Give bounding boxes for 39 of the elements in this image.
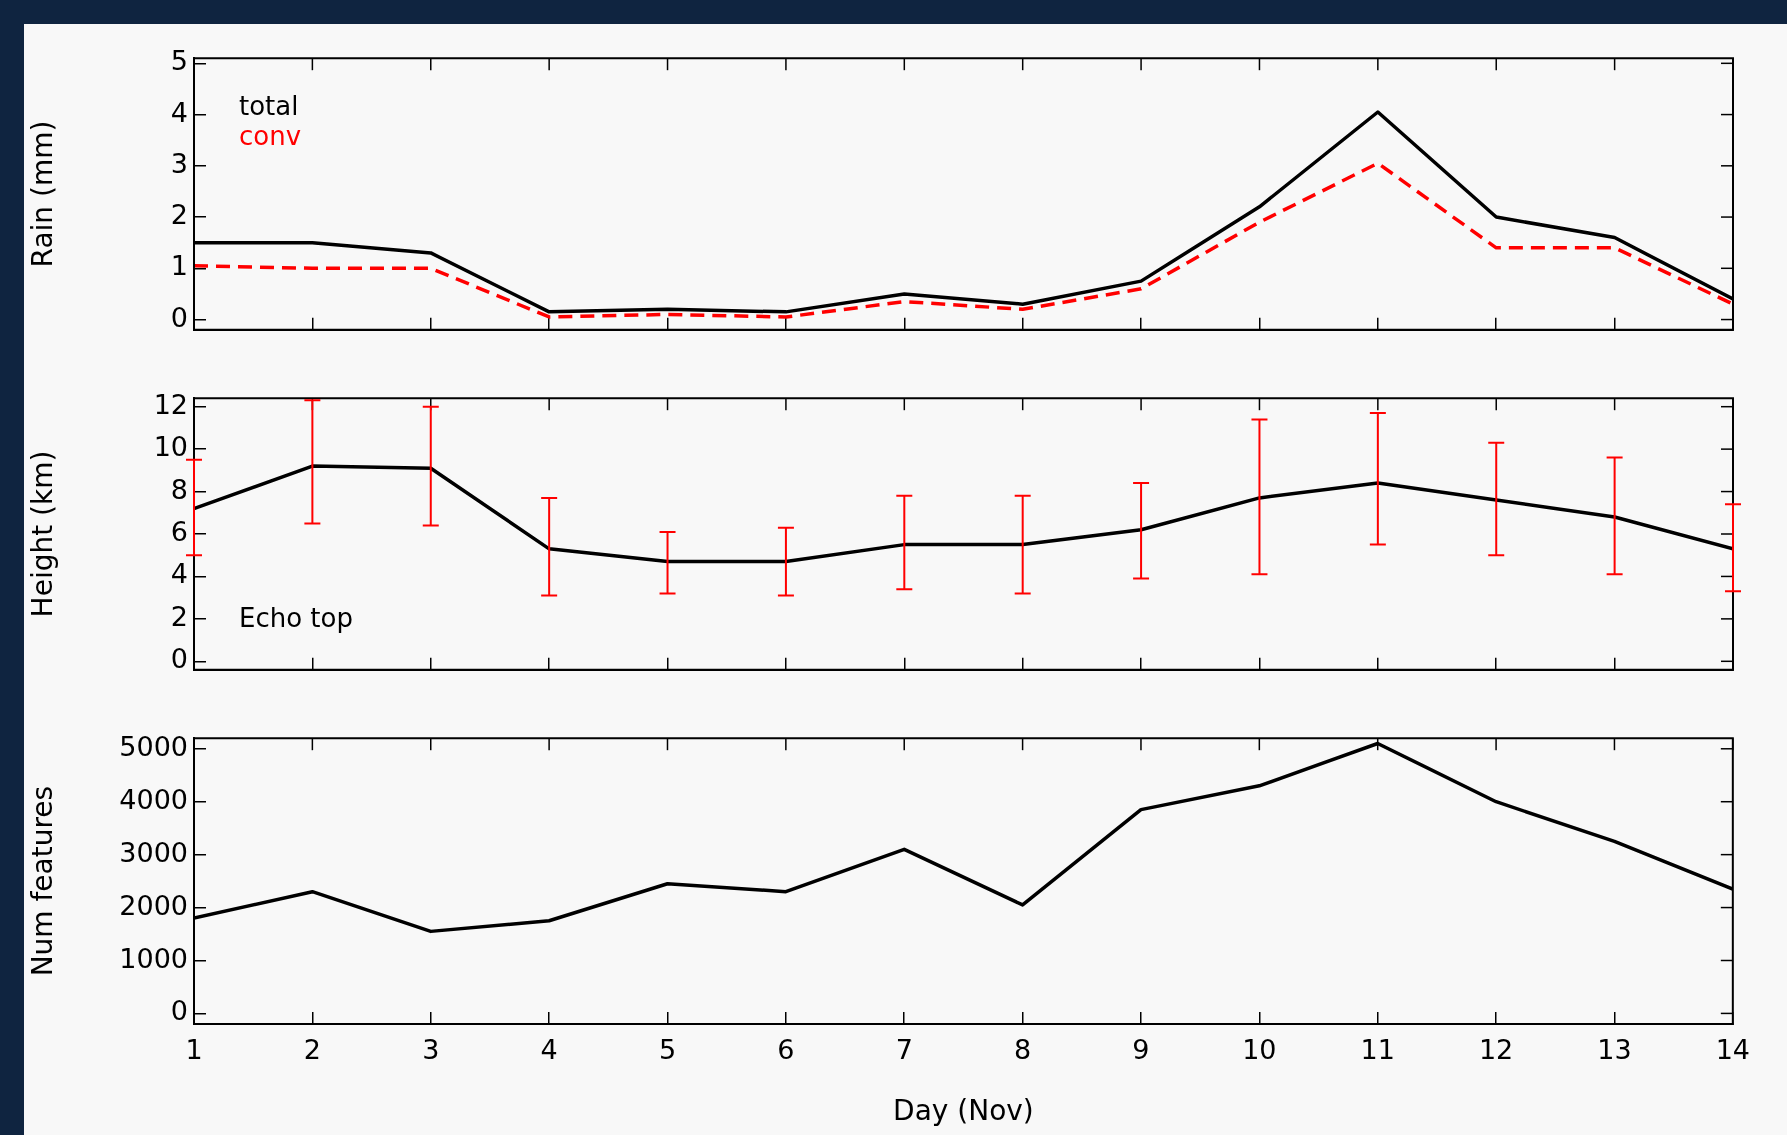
x-tick-label: 11 bbox=[1360, 1034, 1395, 1066]
x-tick-label: 10 bbox=[1242, 1034, 1277, 1066]
y-tick-label: 3000 bbox=[119, 836, 188, 868]
legend-label: total bbox=[239, 90, 299, 121]
x-tick-label: 4 bbox=[540, 1034, 558, 1066]
y-axis-title: Height (km) bbox=[26, 450, 60, 618]
y-tick-label: 2 bbox=[170, 199, 188, 231]
x-axis-title: Day (Nov) bbox=[893, 1094, 1034, 1128]
y-tick-label: 8 bbox=[170, 473, 188, 505]
y-tick-label: 1 bbox=[170, 250, 188, 282]
x-tick-label: 14 bbox=[1715, 1034, 1750, 1066]
x-tick-label: 8 bbox=[1014, 1034, 1032, 1066]
x-tick-label: 2 bbox=[303, 1034, 321, 1066]
y-tick-label: 4 bbox=[170, 558, 188, 590]
y-tick-label: 2000 bbox=[119, 889, 188, 921]
y-tick-label: 2 bbox=[170, 600, 188, 632]
y-tick-label: 10 bbox=[153, 431, 188, 463]
x-tick-label: 9 bbox=[1132, 1034, 1150, 1066]
x-tick-label: 7 bbox=[895, 1034, 913, 1066]
y-tick-label: 3 bbox=[170, 147, 188, 179]
y-tick-label: 0 bbox=[170, 995, 188, 1027]
y-tick-label: 1000 bbox=[119, 942, 188, 974]
y-tick-label: 4000 bbox=[119, 783, 188, 815]
text: conv bbox=[239, 120, 302, 151]
y-tick-label: 12 bbox=[153, 388, 188, 420]
x-tick-label: 6 bbox=[777, 1034, 795, 1066]
x-tick-label: 3 bbox=[422, 1034, 440, 1066]
y-axis-title: Rain (mm) bbox=[26, 120, 60, 268]
y-tick-label: 5000 bbox=[119, 730, 188, 762]
y-axis-title: Num features bbox=[26, 785, 60, 977]
x-tick-label: 12 bbox=[1478, 1034, 1514, 1066]
y-tick-label: 5 bbox=[170, 45, 188, 77]
annotation: Echo top bbox=[239, 602, 353, 633]
x-tick-label: 13 bbox=[1597, 1034, 1632, 1066]
y-tick-label: 0 bbox=[170, 643, 188, 675]
x-tick-label: 5 bbox=[658, 1034, 677, 1066]
y-tick-label: 0 bbox=[170, 301, 188, 333]
y-tick-label: 6 bbox=[170, 516, 188, 548]
y-tick-label: 4 bbox=[170, 96, 188, 128]
